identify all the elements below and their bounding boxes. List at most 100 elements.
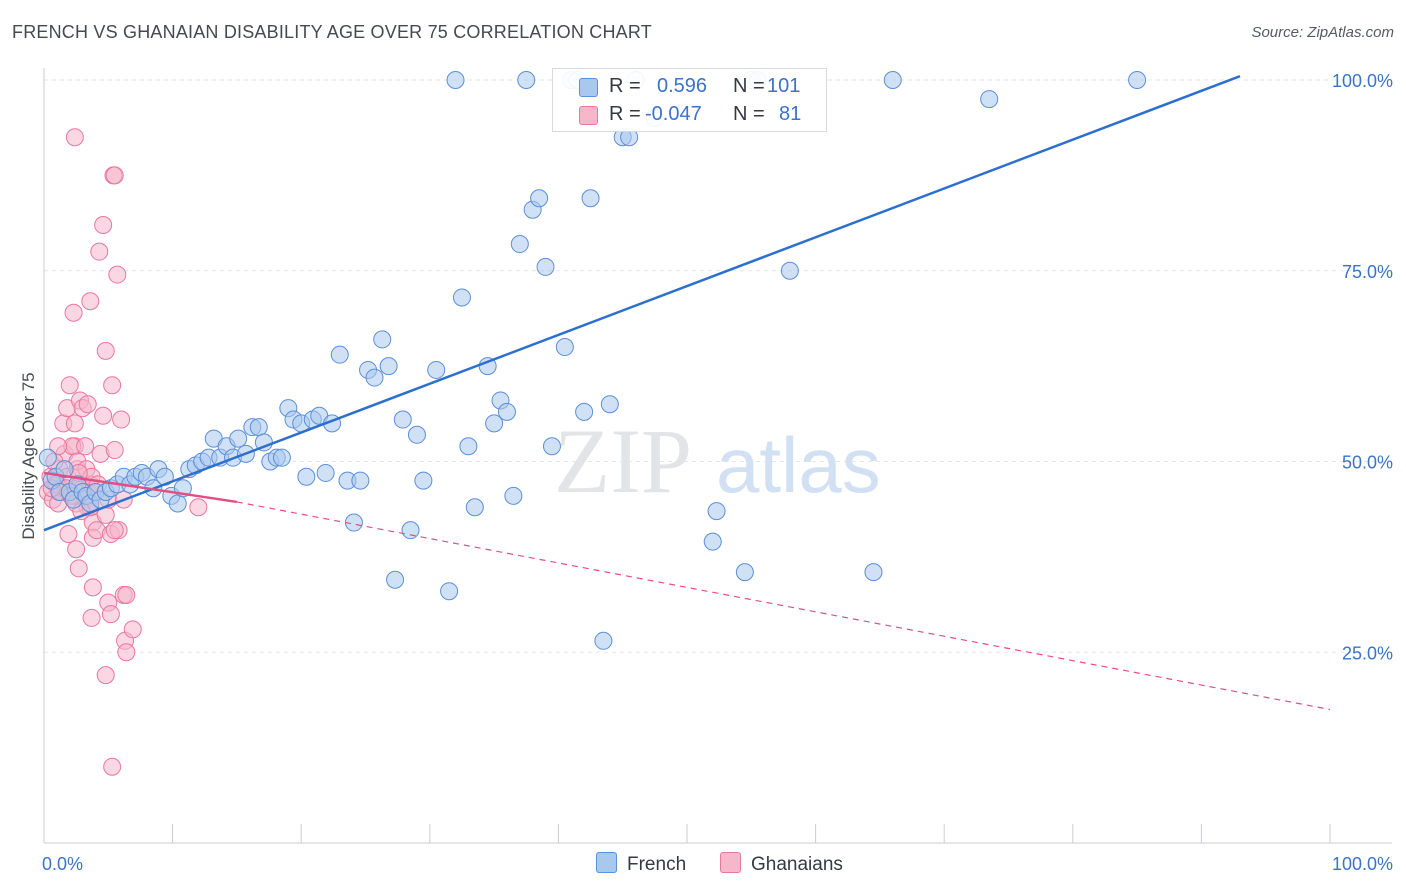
french-point bbox=[414, 471, 433, 490]
x-tick-label-max: 100.0% bbox=[1332, 854, 1393, 874]
french-point bbox=[229, 429, 248, 448]
french-swatch bbox=[579, 78, 598, 97]
french-point bbox=[452, 288, 471, 307]
french-point bbox=[365, 368, 384, 387]
ghanaians-trend-extension bbox=[236, 501, 1331, 711]
french-point bbox=[504, 486, 523, 505]
ghanaians-point bbox=[96, 666, 115, 685]
watermark: ZIP atlas bbox=[554, 410, 881, 512]
grid-layer bbox=[44, 79, 1392, 653]
french-point bbox=[168, 494, 187, 513]
ghanaians-point bbox=[83, 578, 102, 597]
french-point bbox=[497, 402, 516, 421]
french-point bbox=[542, 437, 561, 456]
legend-label-french: French bbox=[627, 854, 687, 875]
y-tick-label: 50.0% bbox=[1342, 453, 1393, 473]
french-points bbox=[38, 71, 1147, 650]
ghanaians-point bbox=[105, 521, 124, 540]
french-point bbox=[517, 71, 536, 89]
french-point bbox=[297, 467, 316, 486]
ghanaians-point bbox=[108, 265, 127, 284]
french-point bbox=[459, 437, 478, 456]
x-tick-label-min: 0.0% bbox=[42, 854, 83, 874]
french-point bbox=[536, 257, 555, 276]
ghanaians-point bbox=[82, 608, 101, 627]
stats-legend: R = 0.596 N = 101 R = -0.047 N = 81 bbox=[552, 68, 827, 132]
ghanaians-point bbox=[103, 757, 122, 776]
french-point bbox=[407, 425, 426, 444]
ghanaians-point bbox=[105, 441, 124, 460]
french-point bbox=[575, 402, 594, 421]
french-r-value: 0.596 bbox=[657, 75, 708, 97]
legend-row-ghanaians: R = -0.047 N = 81 bbox=[553, 101, 826, 129]
legend-item-french[interactable]: French bbox=[596, 852, 686, 876]
french-point bbox=[393, 410, 412, 429]
ghanaians-point bbox=[90, 242, 109, 261]
french-point bbox=[864, 563, 883, 582]
y-axis-title: Disability Age Over 75 bbox=[19, 372, 38, 539]
french-point bbox=[440, 582, 459, 601]
french-point bbox=[703, 532, 722, 551]
ghanaians-r-label: R = bbox=[609, 103, 641, 125]
french-point bbox=[401, 521, 420, 540]
legend-label-ghanaians: Ghanaians bbox=[751, 854, 843, 875]
ghanaians-legend-swatch bbox=[720, 852, 741, 873]
french-point bbox=[351, 471, 370, 490]
ghanaians-r-value: -0.047 bbox=[645, 103, 702, 125]
ghanaians-point bbox=[59, 524, 78, 543]
french-point bbox=[55, 460, 74, 479]
french-point bbox=[427, 360, 446, 379]
ghanaians-n-value: 81 bbox=[779, 103, 802, 125]
ghanaians-point bbox=[117, 586, 136, 605]
ghanaians-point bbox=[81, 292, 100, 311]
french-point bbox=[735, 563, 754, 582]
french-n-label: N = bbox=[733, 75, 765, 97]
french-point bbox=[38, 448, 57, 467]
french-point bbox=[330, 345, 349, 364]
ghanaians-point bbox=[123, 620, 142, 639]
french-point bbox=[510, 235, 529, 254]
french-point bbox=[581, 189, 600, 208]
french-point bbox=[883, 71, 902, 89]
ghanaians-trend-line bbox=[43, 471, 238, 504]
ghanaians-point bbox=[101, 605, 120, 624]
ghanaians-point bbox=[69, 559, 88, 578]
french-point bbox=[1128, 71, 1147, 89]
french-point bbox=[465, 498, 484, 517]
french-point bbox=[980, 90, 999, 109]
ghanaians-point bbox=[60, 376, 79, 395]
y-tick-label: 75.0% bbox=[1342, 262, 1393, 282]
watermark-zip: ZIP bbox=[554, 410, 692, 512]
ghanaians-point bbox=[96, 341, 115, 360]
chart-title: FRENCH VS GHANAIAN DISABILITY AGE OVER 7… bbox=[12, 22, 652, 42]
french-trend-line bbox=[43, 75, 1241, 532]
legend-item-ghanaians[interactable]: Ghanaians bbox=[720, 852, 843, 876]
axis-labels: 100.0% 75.0% 50.0% 25.0% 0.0% 100.0% Disabilit… bbox=[19, 71, 1393, 874]
ghanaians-n-label: N = bbox=[733, 103, 765, 125]
french-n-value: 101 bbox=[767, 75, 801, 97]
ghanaians-point bbox=[49, 437, 68, 456]
french-r-label: R = bbox=[609, 75, 641, 97]
ghanaians-point bbox=[65, 414, 84, 433]
ghanaians-point bbox=[94, 406, 113, 425]
y-tick-label: 25.0% bbox=[1342, 643, 1393, 663]
french-point bbox=[446, 71, 465, 89]
ghanaians-point bbox=[117, 643, 136, 662]
french-point bbox=[373, 330, 392, 349]
ghanaians-point bbox=[78, 395, 97, 414]
french-legend-swatch bbox=[596, 852, 617, 873]
legend-row-french: R = 0.596 N = 101 bbox=[553, 73, 826, 101]
french-point bbox=[600, 395, 619, 414]
ghanaians-point bbox=[65, 128, 84, 147]
french-point bbox=[386, 570, 405, 589]
ghanaians-points bbox=[38, 128, 208, 776]
source-label: Source: ZipAtlas.com bbox=[1251, 24, 1394, 41]
ghanaians-point bbox=[103, 376, 122, 395]
ghanaians-swatch bbox=[579, 106, 598, 125]
french-point bbox=[530, 189, 549, 208]
french-point bbox=[780, 261, 799, 280]
french-point bbox=[594, 631, 613, 650]
french-point bbox=[272, 448, 291, 467]
